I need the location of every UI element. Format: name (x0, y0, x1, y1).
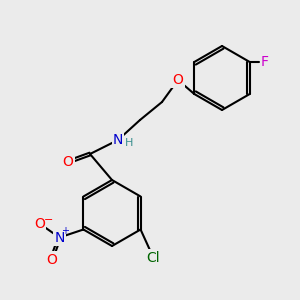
Text: Cl: Cl (146, 250, 159, 265)
Text: −: − (44, 214, 53, 224)
Text: +: + (61, 226, 69, 236)
Text: F: F (261, 55, 269, 69)
Text: N: N (113, 133, 123, 147)
Text: O: O (63, 155, 74, 169)
Text: O: O (172, 73, 183, 87)
Text: O: O (34, 217, 45, 230)
Text: N: N (54, 230, 64, 244)
Text: O: O (46, 253, 57, 266)
Text: H: H (125, 138, 133, 148)
